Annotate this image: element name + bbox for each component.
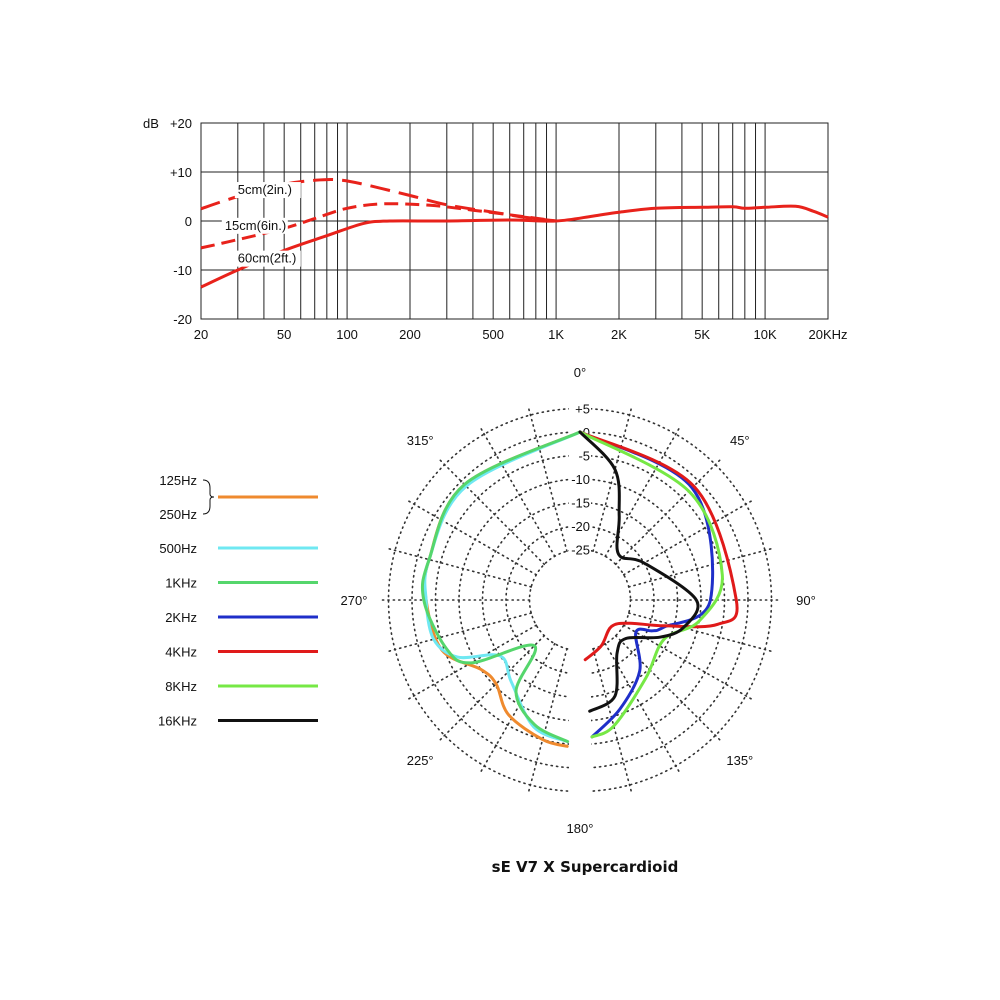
x-tick-label: 1K [548, 327, 564, 342]
legend-brace [202, 479, 215, 515]
angle-label: 90° [796, 593, 816, 608]
polar-series-line [578, 430, 724, 739]
polar-axis-gap [569, 400, 591, 800]
x-tick-label: 500 [482, 327, 504, 342]
y-tick-label: +20 [170, 116, 192, 131]
polar-series-line [578, 430, 700, 713]
series-label-bg [234, 182, 301, 199]
r-tick-label: -5 [578, 449, 590, 464]
polar-series-line [420, 430, 582, 744]
angle-label: 45° [730, 433, 750, 448]
angle-label: 270° [341, 593, 368, 608]
x-tick-label: 50 [277, 327, 291, 342]
r-tick-label: +5 [575, 402, 590, 417]
series-label: 15cm(6in.) [225, 218, 286, 233]
x-tick-label: 10K [754, 327, 777, 342]
y-unit-label: dB [143, 116, 159, 131]
y-tick-label: -10 [173, 263, 192, 278]
r-tick-label: 0 [583, 425, 590, 440]
legend-label: 1KHz [165, 576, 197, 591]
series-line [200, 204, 829, 289]
polar-series-line [423, 430, 582, 744]
frequency-response-chart: +20 +10 0 -10 -20 dB 20 50 100 200 500 1K 2K 5K 10K 20K… [143, 116, 848, 342]
series-label-bg [221, 217, 288, 234]
y-tick-label: -20 [173, 312, 192, 327]
angle-label: 315° [407, 433, 434, 448]
angle-label: 225° [407, 753, 434, 768]
polar-spoke [387, 612, 533, 653]
series-line [200, 202, 557, 250]
polar-spoke [387, 547, 533, 588]
x-tick-label: 5K [694, 327, 710, 342]
x-tick-label: 2K [611, 327, 627, 342]
r-tick-label: -15 [571, 496, 590, 511]
series-label-bg [234, 250, 301, 267]
r-tick-label: -20 [571, 519, 590, 534]
polar-series-line [578, 430, 739, 662]
x-tick-label: 20 [194, 327, 208, 342]
angle-label: 135° [726, 753, 753, 768]
x-tick-label: 20KHz [808, 327, 847, 342]
legend-label: 500Hz [159, 541, 197, 556]
series-label: 5cm(2in.) [238, 182, 292, 197]
legend-label: 125Hz [159, 473, 197, 488]
series-label: 60cm(2ft.) [238, 251, 297, 266]
angle-label: 180° [567, 821, 594, 836]
polar-legend: 125Hz 250Hz 500Hz 1KHz 2KHz 4KHz 8KHz 16KHz [158, 473, 318, 729]
r-tick-label: -10 [571, 472, 590, 487]
x-tick-label: 100 [336, 327, 358, 342]
polar-spoke [439, 634, 546, 741]
polar-pattern-chart: +5 0 -5 -10 -15 -20 -25 0° 45° 90° 135° 180° 225° 270… [341, 365, 816, 836]
legend-label: 2KHz [165, 610, 197, 625]
polar-series-line [578, 430, 715, 739]
legend-label: 16KHz [158, 714, 197, 729]
polar-series-line [422, 430, 582, 748]
y-tick-label: +10 [170, 165, 192, 180]
legend-label: 8KHz [165, 679, 197, 694]
r-tick-label: -25 [571, 543, 590, 558]
x-tick-label: 200 [399, 327, 421, 342]
polar-spoke [527, 647, 568, 793]
polar-spoke [614, 634, 721, 741]
polar-chart-title: sE V7 X Supercardioid [492, 858, 679, 876]
y-tick-label: 0 [185, 214, 192, 229]
angle-label: 0° [574, 365, 586, 380]
legend-label: 250Hz [159, 507, 197, 522]
polar-spoke [439, 459, 546, 566]
legend-label: 4KHz [165, 645, 197, 660]
